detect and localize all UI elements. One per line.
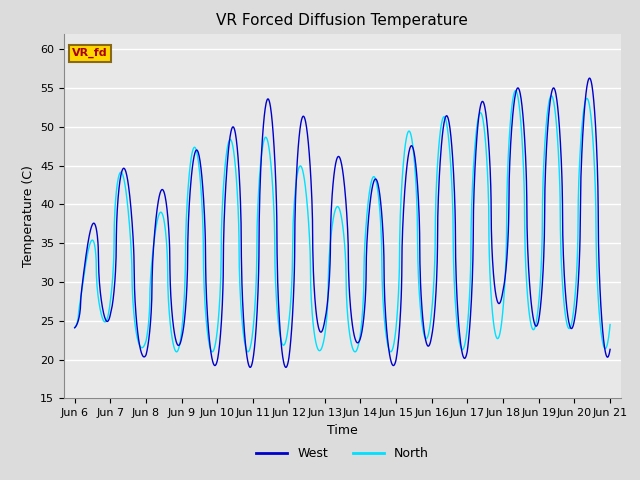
Line: West: West xyxy=(75,78,610,367)
X-axis label: Time: Time xyxy=(327,424,358,437)
West xyxy=(185,206,193,212)
North xyxy=(511,88,519,94)
Title: VR Forced Diffusion Temperature: VR Forced Diffusion Temperature xyxy=(216,13,468,28)
North xyxy=(271,263,279,268)
West xyxy=(71,325,79,331)
Text: VR_fd: VR_fd xyxy=(72,48,108,59)
West xyxy=(271,168,279,173)
Line: North: North xyxy=(75,91,610,352)
Y-axis label: Temperature (C): Temperature (C) xyxy=(22,165,35,267)
North xyxy=(606,322,614,327)
North xyxy=(436,128,444,133)
North xyxy=(292,182,300,188)
West xyxy=(586,75,593,81)
Legend: West, North: West, North xyxy=(251,442,434,465)
West xyxy=(102,316,109,322)
North xyxy=(71,325,79,331)
West xyxy=(606,347,614,352)
West xyxy=(436,155,444,160)
West xyxy=(290,294,298,300)
North xyxy=(185,174,193,180)
North xyxy=(102,319,109,325)
West xyxy=(246,364,254,370)
North xyxy=(351,349,359,355)
West xyxy=(292,180,300,186)
North xyxy=(289,221,297,227)
